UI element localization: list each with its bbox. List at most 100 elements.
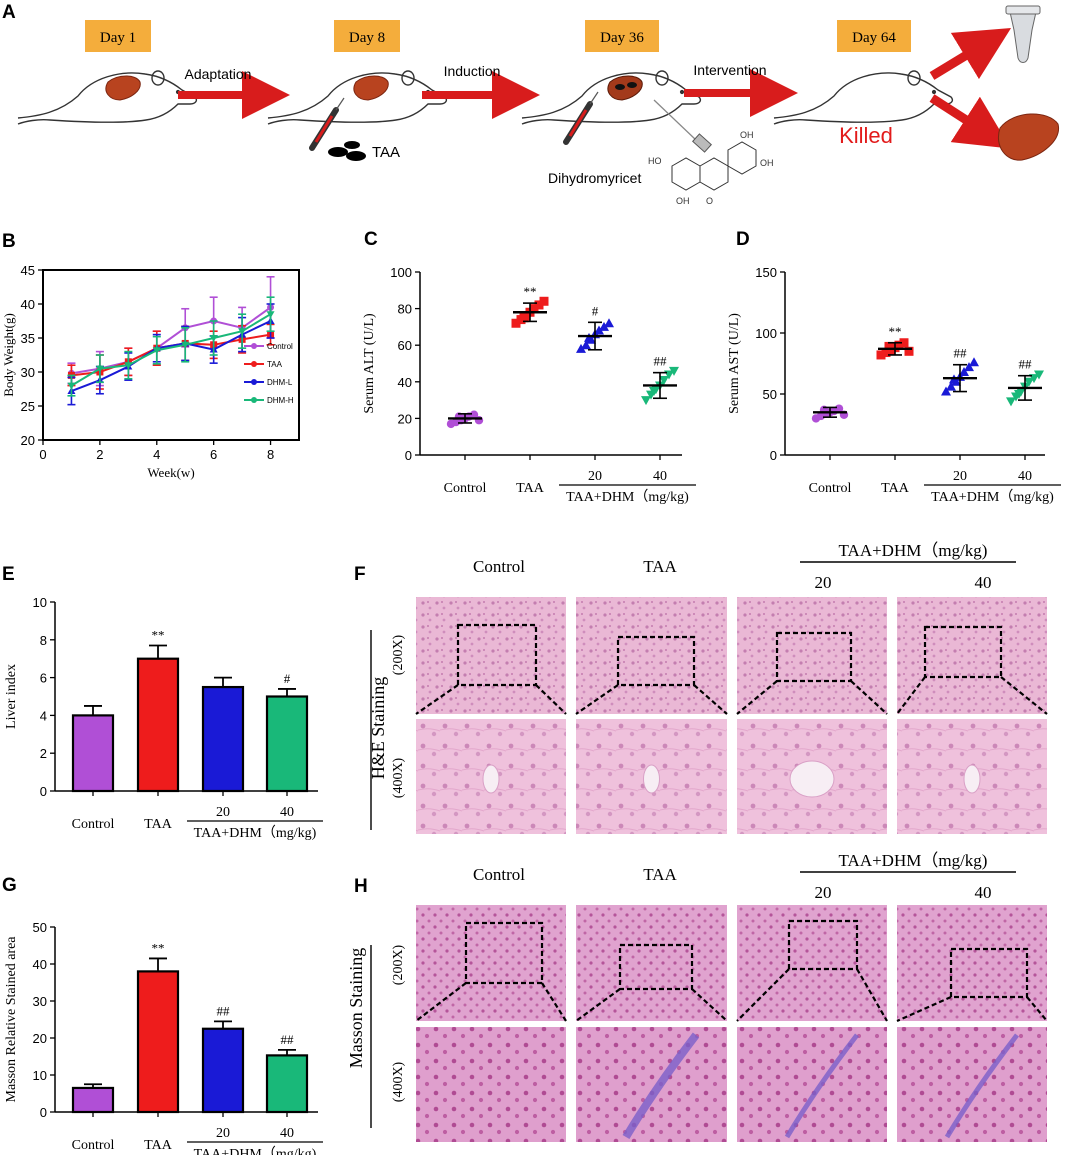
category-label: TAA bbox=[881, 481, 910, 496]
gavage-needle-icon bbox=[653, 99, 712, 153]
y-axis-label: Serum AST (U/L) bbox=[727, 313, 742, 414]
data-point bbox=[659, 375, 669, 385]
col-header: Control bbox=[473, 865, 525, 884]
y-tick-label: 0 bbox=[40, 1105, 47, 1120]
pill-icon bbox=[328, 141, 366, 161]
col-header: Control bbox=[473, 557, 525, 576]
panel-h-letter: H bbox=[354, 876, 368, 897]
group-label: TAA+DHM（mg/kg) bbox=[194, 825, 317, 841]
taa-label: TAA bbox=[372, 144, 400, 161]
svg-text:O: O bbox=[706, 196, 713, 206]
mouse-icon bbox=[17, 70, 198, 125]
data-point bbox=[876, 350, 886, 360]
timeline-arrow: Intervention bbox=[684, 62, 798, 117]
y-tick-label: 40 bbox=[33, 957, 47, 972]
liver-icon bbox=[105, 75, 141, 101]
category-label: 40 bbox=[653, 469, 667, 484]
data-point bbox=[894, 340, 904, 350]
row-label: (200X) bbox=[391, 634, 406, 675]
data-point bbox=[649, 386, 659, 396]
zoom-box bbox=[949, 947, 1029, 999]
significance-marker: ** bbox=[524, 284, 537, 299]
zoom-line bbox=[415, 684, 459, 715]
category-label: 40 bbox=[280, 805, 294, 820]
data-point bbox=[941, 386, 951, 396]
category-label: 20 bbox=[953, 469, 967, 484]
y-tick-label: 40 bbox=[398, 375, 412, 390]
micrograph-400x bbox=[897, 1027, 1047, 1142]
data-point bbox=[1034, 370, 1044, 380]
bar bbox=[71, 714, 115, 793]
significance-marker: ## bbox=[281, 1032, 295, 1047]
data-point bbox=[584, 332, 594, 342]
group-label: TAA+DHM（mg/kg) bbox=[839, 851, 988, 870]
zoom-box bbox=[464, 921, 544, 985]
data-point bbox=[599, 321, 609, 331]
legend-label: Control bbox=[267, 342, 293, 351]
data-point bbox=[904, 346, 914, 356]
series-line-dhm_h bbox=[70, 313, 272, 387]
category-label: 20 bbox=[216, 1126, 230, 1141]
stain-label: H&E Staining bbox=[368, 677, 388, 780]
micrograph-200x bbox=[576, 597, 727, 714]
data-point bbox=[641, 396, 651, 406]
data-point bbox=[576, 343, 586, 353]
y-tick-label: 4 bbox=[40, 708, 47, 723]
row-label: (400X) bbox=[391, 757, 406, 798]
data-point bbox=[946, 381, 956, 391]
significance-marker: # bbox=[284, 671, 291, 686]
legend-marker bbox=[251, 397, 257, 403]
y-tick-label: 20 bbox=[21, 433, 35, 448]
stain-label: Masson Staining bbox=[346, 948, 366, 1069]
category-label: Control bbox=[444, 481, 487, 496]
data-point bbox=[834, 404, 844, 413]
data-point bbox=[1014, 390, 1024, 399]
data-point bbox=[124, 362, 133, 370]
bar bbox=[265, 1054, 309, 1114]
data-point bbox=[519, 313, 529, 323]
y-tick-label: 0 bbox=[405, 448, 412, 463]
micrograph-200x bbox=[416, 597, 566, 714]
y-tick-label: 20 bbox=[33, 1031, 47, 1046]
x-tick-label: 6 bbox=[210, 447, 217, 462]
collagen-fiber bbox=[784, 1033, 859, 1139]
y-tick-label: 2 bbox=[40, 746, 47, 761]
col-header: 40 bbox=[975, 573, 992, 592]
col-header: 20 bbox=[815, 573, 832, 592]
svg-text:OH: OH bbox=[676, 196, 690, 206]
significance-marker: ## bbox=[954, 346, 968, 361]
chart-d: 0 50 100 150 Control TAA 20 40 TAA+DHM（mg/kg) Ser… bbox=[727, 265, 1061, 505]
data-point bbox=[209, 335, 218, 342]
x-axis-label: Week(w) bbox=[147, 465, 194, 480]
data-point bbox=[1024, 377, 1034, 387]
group-label: TAA+DHM（mg/kg) bbox=[931, 489, 1054, 505]
y-tick-label: 100 bbox=[390, 265, 412, 280]
y-axis-label: Masson Relative Stained area bbox=[4, 936, 19, 1103]
y-tick-label: 30 bbox=[33, 994, 47, 1009]
panel-c-letter: C bbox=[364, 229, 378, 250]
y-axis-label: Liver index bbox=[4, 664, 19, 729]
liver-icon bbox=[607, 75, 643, 101]
data-point bbox=[1006, 397, 1016, 407]
molecule-icon: HO OH OH OH O bbox=[648, 130, 774, 206]
collagen-fiber bbox=[622, 1032, 700, 1140]
panel-f-letter: F bbox=[354, 564, 366, 585]
y-tick-label: 50 bbox=[33, 920, 47, 935]
svg-text:OH: OH bbox=[740, 130, 754, 140]
y-tick-label: 80 bbox=[398, 302, 412, 317]
mouse-icon bbox=[267, 70, 448, 125]
micrograph-400x bbox=[416, 1027, 566, 1142]
micrograph-400x bbox=[576, 1027, 727, 1142]
data-point bbox=[95, 365, 104, 373]
chart-g: 0 10 20 30 40 50 Control TAA 20 40 TAA+DHM（mg/kg) M… bbox=[4, 920, 323, 1155]
y-tick-label: 60 bbox=[398, 338, 412, 353]
category-label: TAA bbox=[516, 481, 545, 496]
data-point bbox=[534, 300, 544, 310]
chart-e: 0 2 4 6 8 10 Control TAA 20 40 TAA+DHM（mg/kg) Liver… bbox=[4, 595, 323, 841]
category-label: Control bbox=[809, 481, 852, 496]
legend-label: TAA bbox=[267, 360, 283, 369]
day-box-36: Day 36 bbox=[585, 20, 659, 52]
zoom-line bbox=[1000, 676, 1048, 715]
